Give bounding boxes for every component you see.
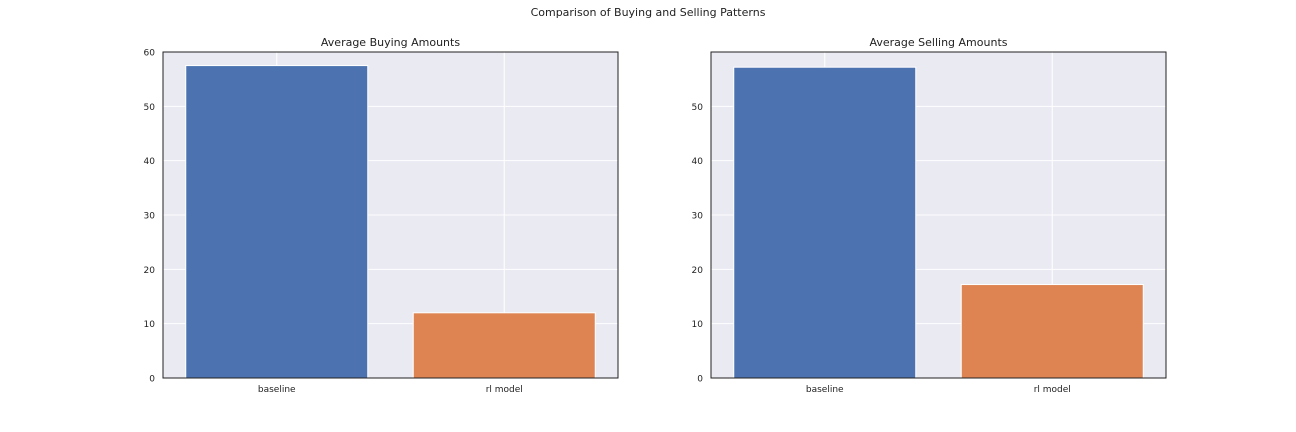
buying-bar-rl-model	[412, 312, 596, 379]
figure-suptitle: Comparison of Buying and Selling Pattern…	[530, 6, 766, 19]
buying-xtick-label-rl-model: rl model	[486, 385, 523, 395]
buying-bar-baseline	[185, 65, 369, 379]
selling-ytick-label-30: 30	[692, 212, 704, 222]
selling-ytick-label-40: 40	[692, 157, 704, 167]
buying-chart-title: Average Buying Amounts	[321, 36, 460, 49]
selling-ytick-label-0: 0	[697, 375, 703, 385]
buying-ytick-label-50: 50	[144, 103, 156, 113]
buying-ytick-label-60: 60	[144, 49, 156, 59]
selling-axes-frame	[710, 51, 1167, 379]
selling-ytick-label-10: 10	[692, 320, 704, 330]
buying-ytick-label-20: 20	[144, 266, 156, 276]
buying-xtick-label-baseline: baseline	[258, 385, 296, 395]
selling-xtick-label-baseline: baseline	[806, 385, 844, 395]
buying-plot-area: 0 10 20 30 40 50 60 baseline rl model	[144, 49, 619, 395]
selling-plot-area: 0 10 20 30 40 50 baseline rl model	[692, 51, 1167, 395]
buying-axes-frame	[162, 51, 619, 379]
buying-ytick-label-40: 40	[144, 157, 156, 167]
buying-ytick-label-0: 0	[149, 375, 155, 385]
buying-ytick-label-10: 10	[144, 320, 156, 330]
selling-chart-title: Average Selling Amounts	[870, 36, 1008, 49]
selling-bar-rl-model	[960, 284, 1144, 379]
selling-bar-baseline	[733, 66, 917, 379]
buying-ytick-label-30: 30	[144, 212, 156, 222]
selling-ytick-label-50: 50	[692, 103, 704, 113]
selling-xtick-label-rl-model: rl model	[1034, 385, 1071, 395]
selling-ytick-label-20: 20	[692, 266, 704, 276]
